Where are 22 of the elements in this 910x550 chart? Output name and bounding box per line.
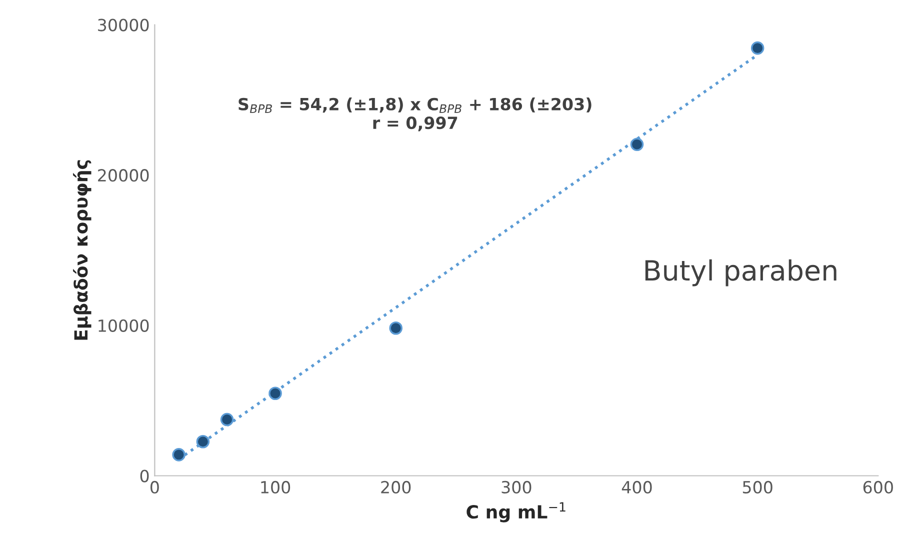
x-tick-label: 400 [622,480,652,494]
x-tick-label: 500 [742,480,772,494]
point [220,412,234,426]
y-tick-label: 0 [140,470,149,482]
x-tick-label: 0 [150,480,159,494]
point [172,448,186,462]
y-axis-title: Εμβαδόν κορυφής [73,160,92,340]
x-tick-label: 100 [261,480,290,494]
point [750,41,764,55]
y-tick-label: 10000 [98,319,149,332]
annotation: Butyl paraben [645,259,836,286]
point [268,386,282,400]
x-tick-label: 600 [863,480,893,494]
point [389,321,402,335]
y-tick-label: 30000 [98,18,149,32]
point [630,138,644,152]
x-axis-title: C ng mL$^{−1}$ [466,502,566,522]
annotation: S$_{BPB}$ = 54,2 (±1,8) x C$_{BPB}$ + 186 (±203) r = 0,997 [238,98,592,132]
x-tick-label: 200 [381,480,411,494]
point [196,434,210,448]
y-tick-label: 20000 [98,169,149,182]
x-tick-label: 300 [502,480,532,494]
